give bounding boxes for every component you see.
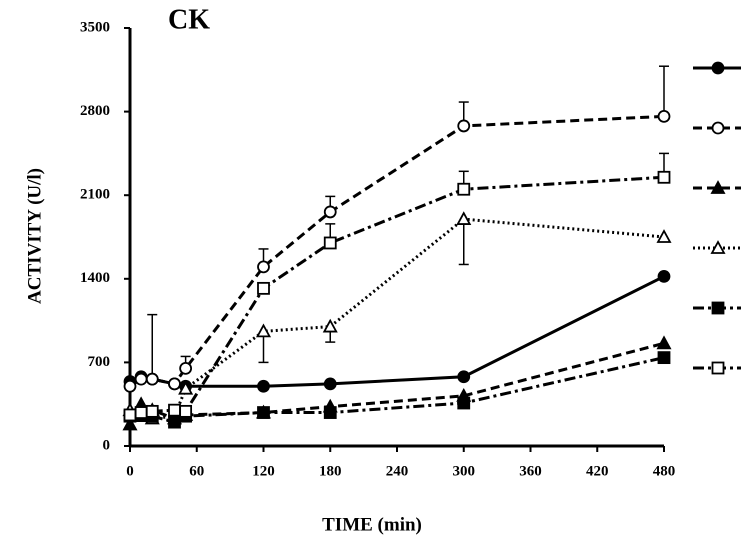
data-point bbox=[257, 260, 270, 274]
data-point bbox=[178, 380, 194, 395]
data-point bbox=[145, 404, 159, 418]
data-point bbox=[134, 372, 148, 386]
data-point bbox=[257, 406, 270, 419]
data-point bbox=[657, 351, 671, 365]
x-tick-label: 120 bbox=[252, 463, 275, 479]
x-tick-label: 420 bbox=[586, 463, 609, 479]
y-tick-label: 1400 bbox=[80, 270, 110, 286]
data-point bbox=[145, 372, 159, 386]
x-tick-label: 180 bbox=[319, 463, 342, 479]
error-bar bbox=[659, 65, 669, 117]
x-tick-label: 240 bbox=[386, 463, 409, 479]
data-point bbox=[456, 211, 472, 225]
legend-marker bbox=[710, 240, 726, 254]
data-point bbox=[122, 416, 138, 431]
data-point bbox=[457, 119, 471, 133]
data-point bbox=[168, 403, 181, 417]
y-tick-label: 2800 bbox=[80, 103, 110, 119]
data-point bbox=[323, 205, 337, 219]
y-tick-label: 3500 bbox=[80, 19, 110, 35]
data-point bbox=[323, 377, 337, 391]
x-tick-label: 60 bbox=[189, 463, 204, 479]
data-point bbox=[179, 404, 193, 418]
legend-marker bbox=[711, 61, 725, 75]
data-point bbox=[134, 406, 148, 419]
error-bar bbox=[147, 313, 158, 380]
data-point bbox=[257, 379, 270, 393]
data-point bbox=[323, 406, 337, 419]
x-tick-label: 360 bbox=[519, 463, 542, 479]
data-point bbox=[657, 270, 671, 283]
data-point bbox=[656, 335, 672, 350]
series-line bbox=[129, 114, 665, 388]
legend-marker bbox=[711, 121, 725, 135]
data-point bbox=[457, 370, 471, 384]
y-tick-label: 0 bbox=[103, 437, 111, 453]
data-point bbox=[457, 182, 471, 196]
data-point bbox=[657, 109, 671, 123]
x-tick-label: 300 bbox=[453, 463, 476, 479]
data-point bbox=[255, 323, 272, 338]
x-axis-label: TIME (min) bbox=[322, 514, 422, 535]
x-tick-label: 0 bbox=[126, 463, 134, 479]
series-line bbox=[128, 341, 665, 426]
data-point bbox=[168, 415, 181, 429]
data-point bbox=[657, 170, 671, 184]
y-tick-label: 700 bbox=[88, 354, 111, 370]
legend-marker bbox=[710, 180, 726, 194]
data-point bbox=[123, 379, 137, 393]
legend-marker bbox=[711, 301, 725, 315]
data-point bbox=[179, 361, 193, 375]
data-point bbox=[168, 377, 181, 391]
y-tick-label: 2100 bbox=[80, 187, 110, 203]
series-line bbox=[129, 356, 665, 424]
data-point bbox=[123, 408, 137, 422]
error-bar bbox=[458, 219, 469, 266]
data-point bbox=[656, 229, 672, 243]
series-line bbox=[129, 217, 665, 421]
chart-title: CK bbox=[168, 4, 210, 35]
x-tick-label: 480 bbox=[653, 463, 676, 479]
legend-marker bbox=[711, 361, 725, 375]
data-point bbox=[457, 396, 471, 410]
data-point bbox=[322, 318, 338, 333]
data-point bbox=[257, 281, 270, 295]
y-axis-label: ACTIVITY (U/l) bbox=[24, 168, 45, 304]
data-point bbox=[323, 236, 337, 250]
